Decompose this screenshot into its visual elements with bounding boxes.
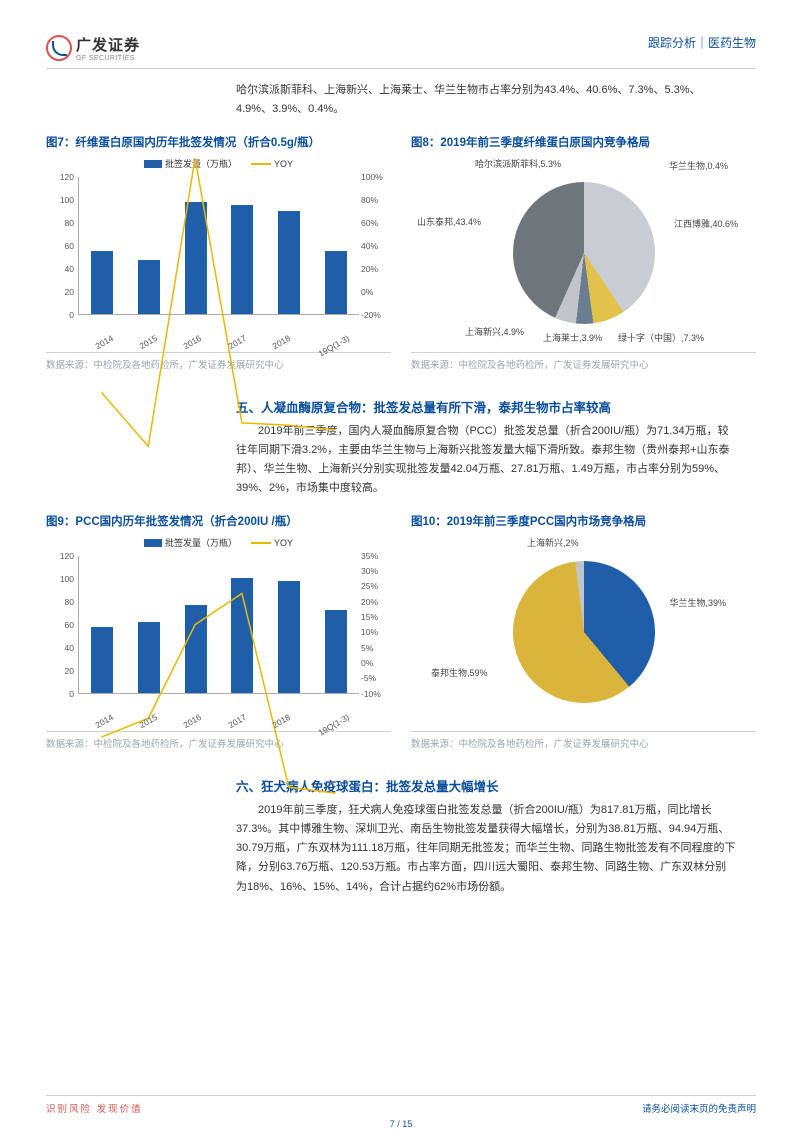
fig10: 图10：2019年前三季度PCC国内市场竞争格局 华兰生物,39%泰邦生物,59…	[411, 513, 756, 750]
fig10-title: 图10：2019年前三季度PCC国内市场竞争格局	[411, 513, 756, 529]
page-header: 广发证券 GF SECURITIES 跟踪分析｜医药生物	[46, 34, 756, 69]
fig8-chart: 江西博雅,40.6%绿十字（中国）,7.3%上海莱士,3.9%上海新兴,4.9%…	[411, 157, 756, 349]
header-category: 跟踪分析｜医药生物	[648, 34, 756, 51]
fig10-chart: 华兰生物,39%泰邦生物,59%上海新兴,2%	[411, 536, 756, 728]
fig7: 图7：纤维蛋白原国内历年批签发情况（折合0.5g/瓶） 批签发量（万瓶）YOY0…	[46, 134, 391, 371]
row-fig7-8: 图7：纤维蛋白原国内历年批签发情况（折合0.5g/瓶） 批签发量（万瓶）YOY0…	[46, 134, 756, 371]
fig8: 图8：2019年前三季度纤维蛋白原国内竞争格局 江西博雅,40.6%绿十字（中国…	[411, 134, 756, 371]
footer: 识别风险 发现价值 请务必阅读末页的免责声明	[46, 1095, 756, 1115]
fig9-chart: 批签发量（万瓶）YOY020406080100120-10%-5%0%5%10%…	[46, 536, 391, 728]
fig8-source: 数据来源：中检院及各地药检所，广发证券发展研究中心	[411, 352, 756, 371]
fig7-title: 图7：纤维蛋白原国内历年批签发情况（折合0.5g/瓶）	[46, 134, 391, 150]
footer-page: 7 / 15	[0, 1119, 802, 1129]
row-fig9-10: 图9：PCC国内历年批签发情况（折合200IU /瓶） 批签发量（万瓶）YOY0…	[46, 513, 756, 750]
fig9-title: 图9：PCC国内历年批签发情况（折合200IU /瓶）	[46, 513, 391, 529]
logo: 广发证券 GF SECURITIES	[46, 34, 140, 62]
logo-icon	[46, 35, 72, 61]
footer-left: 识别风险 发现价值	[46, 1101, 143, 1115]
fig7-chart: 批签发量（万瓶）YOY020406080100120-20%0%20%40%60…	[46, 157, 391, 349]
brand-cn: 广发证券	[76, 34, 140, 55]
footer-right: 请务必阅读末页的免责声明	[642, 1101, 756, 1115]
brand-en: GF SECURITIES	[76, 55, 140, 62]
fig8-title: 图8：2019年前三季度纤维蛋白原国内竞争格局	[411, 134, 756, 150]
fig10-source: 数据来源：中检院及各地药检所，广发证券发展研究中心	[411, 731, 756, 750]
intro-text: 哈尔滨派斯菲科、上海新兴、上海莱士、华兰生物市占率分别为43.4%、40.6%、…	[236, 81, 736, 120]
fig9: 图9：PCC国内历年批签发情况（折合200IU /瓶） 批签发量（万瓶）YOY0…	[46, 513, 391, 750]
